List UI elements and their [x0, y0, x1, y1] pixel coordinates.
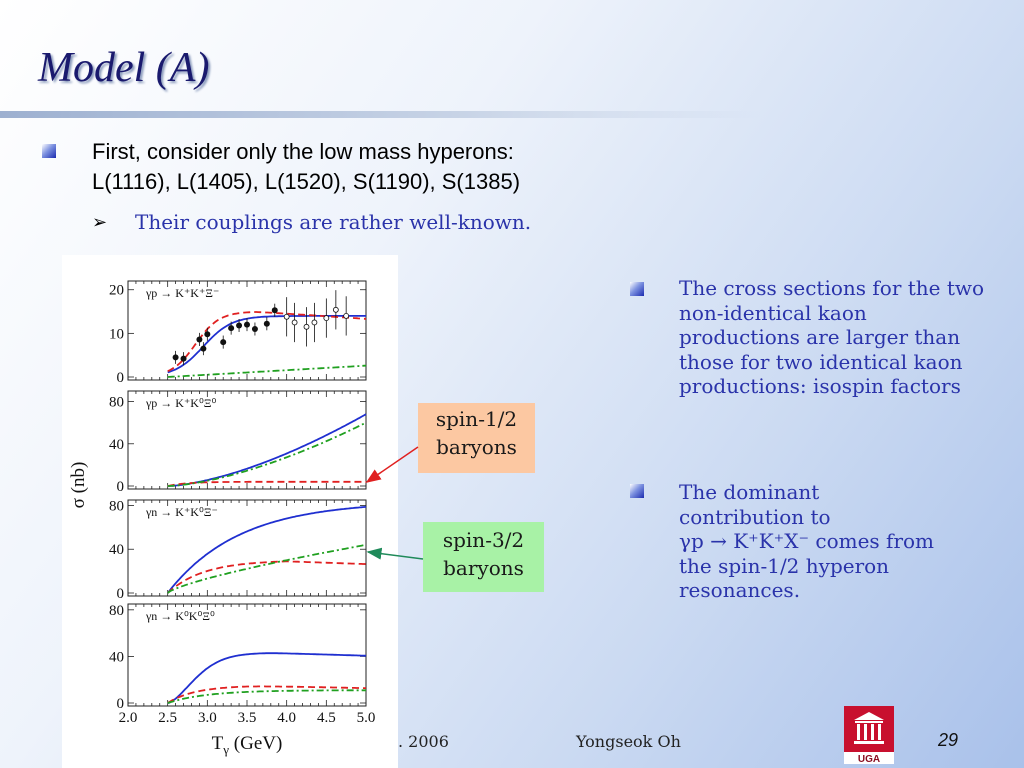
blue-curve: [167, 413, 367, 487]
data-point: [332, 306, 339, 313]
callout-line-2: baryons: [443, 556, 524, 580]
panel-frames: [127, 280, 367, 707]
y-axis-label: σ (nb): [68, 462, 89, 509]
y-tick-label: 40: [109, 649, 124, 665]
data-point: [244, 321, 250, 328]
data-point: [236, 322, 243, 329]
bullet-line-2: L(1116), L(1405), L(1520), S(1190), S(13…: [92, 169, 521, 194]
y-tick-label: 80: [109, 603, 124, 619]
reaction-label: γn → K⁰K⁰Ξ⁰: [145, 609, 215, 623]
right-bullet-2-line: The dominant: [679, 480, 820, 504]
data-point: [220, 339, 227, 346]
cross-section-figure: 20 10 0 γp → K⁺K⁺Ξ⁻ 80 40 0 γp → K⁺K⁰Ξ⁰ 80 40 0 γn …: [62, 255, 398, 768]
title-underline: [0, 111, 760, 118]
callout-line-1: spin-1/2: [435, 407, 518, 431]
y-tick-label: 80: [109, 395, 124, 411]
experimental-data: [172, 290, 350, 366]
arrow-bullet-icon: ➢: [92, 212, 108, 233]
y-tick-label: 80: [109, 498, 124, 514]
right-bullet-2-line: the spin-1/2 hyperon: [679, 553, 890, 578]
logo-text: UGA: [858, 754, 880, 764]
slide-title: Model (A): [38, 45, 210, 91]
x-axis-label: Tγ (GeV): [212, 733, 283, 757]
data-point: [343, 313, 350, 319]
reaction-label: γn → K⁺K⁰Ξ⁻: [145, 505, 218, 519]
x-tick-label: 4.0: [277, 710, 296, 726]
red-curve: [167, 685, 367, 704]
data-point: [180, 355, 187, 362]
green-curve: [167, 544, 367, 594]
data-point: [228, 325, 235, 332]
data-point: [271, 307, 278, 314]
right-bullet-2-line: contribution to: [679, 504, 831, 529]
data-point: [311, 319, 318, 326]
green-curve: [167, 364, 366, 378]
callout-line-1: spin-3/2: [442, 528, 525, 552]
data-point: [323, 315, 330, 321]
axis-labels: 20 10 0 γp → K⁺K⁺Ξ⁻ 80 40 0 γp → K⁺K⁰Ξ⁰ 80 40 0 γn …: [68, 283, 375, 757]
green-curve: [167, 689, 366, 704]
right-bullet-2: The dominant contribution to γp → K⁺K⁺Χ⁻…: [679, 480, 1019, 603]
bullet-text: First, consider only the low mass hypero…: [92, 137, 520, 197]
footer-date: . 2006: [398, 732, 449, 751]
cross-section-plot: 20 10 0 γp → K⁺K⁺Ξ⁻ 80 40 0 γp → K⁺K⁰Ξ⁰ 80 40 0 γn …: [68, 280, 375, 757]
data-point: [251, 326, 258, 332]
blue-curve: [167, 652, 366, 704]
square-bullet-icon: [42, 144, 56, 158]
y-tick-label: 40: [109, 437, 124, 453]
red-curve: [167, 560, 367, 594]
y-tick-label: 0: [117, 479, 125, 495]
square-bullet-icon: [630, 484, 644, 498]
uga-logo-icon: UGA: [844, 706, 894, 764]
reaction-label: γp → K⁺K⁺Ξ⁻: [145, 286, 219, 300]
y-tick-label: 0: [117, 586, 125, 602]
x-tick-label: 4.5: [317, 710, 336, 726]
spin-half-callout: spin-1/2 baryons: [418, 403, 535, 473]
data-point: [172, 354, 179, 361]
x-tick-label: 2.5: [158, 710, 177, 726]
y-tick-label: 40: [109, 542, 124, 558]
data-point: [291, 319, 298, 326]
x-tick-label: 3.5: [238, 710, 257, 726]
reaction-label: γp → K⁺K⁰Ξ⁰: [145, 396, 216, 410]
page-number: 29: [938, 730, 959, 750]
right-bullet-2-line: resonances.: [679, 578, 801, 602]
green-curve: [167, 421, 367, 487]
x-tick-label: 5.0: [357, 710, 376, 726]
spin-three-half-callout: spin-3/2 baryons: [423, 522, 544, 592]
bullet-line-1: First, consider only the low mass hypero…: [92, 139, 514, 164]
right-bullet-2-line: γp → K⁺K⁺Χ⁻ comes from: [679, 529, 935, 553]
sub-bullet-text: Their couplings are rather well-known.: [135, 210, 532, 234]
data-point: [263, 320, 270, 327]
x-tick-label: 2.0: [119, 710, 138, 726]
square-bullet-icon: [630, 282, 644, 296]
data-point: [283, 313, 290, 320]
y-tick-label: 0: [117, 370, 125, 386]
blue-curve: [166, 506, 367, 594]
x-tick-label: 3.0: [198, 710, 217, 726]
data-point: [204, 331, 211, 338]
y-tick-label: 20: [109, 283, 124, 299]
callout-line-2: baryons: [436, 435, 517, 459]
right-bullet-1: The cross sections for the two non-ident…: [679, 276, 985, 398]
data-point: [200, 345, 207, 352]
y-tick-label: 0: [117, 696, 125, 712]
data-point: [303, 323, 310, 330]
footer-author: Yongseok Oh: [576, 732, 681, 751]
data-point: [196, 336, 203, 343]
y-tick-label: 10: [109, 326, 124, 342]
